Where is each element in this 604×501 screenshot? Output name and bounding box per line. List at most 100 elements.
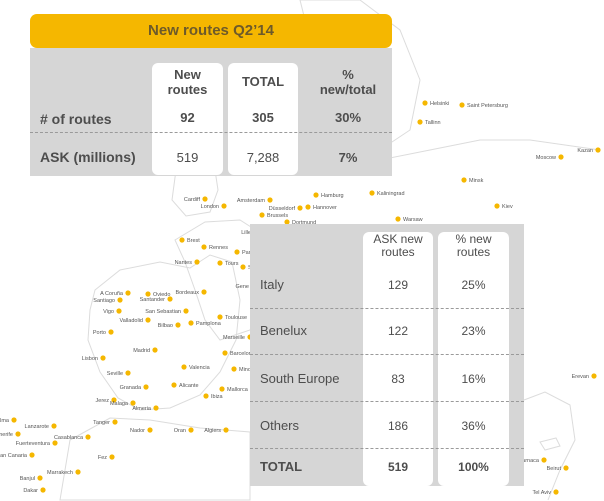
city-marker (231, 366, 237, 372)
city-label: Rennes (209, 245, 228, 251)
city-label: Granada (120, 385, 142, 391)
new-routes-header-line1: New (174, 67, 201, 82)
city-marker (305, 204, 311, 210)
city-marker (175, 322, 181, 328)
city-label: Santiago (93, 298, 115, 304)
city-label: Tallinn (425, 120, 441, 126)
city-marker (422, 100, 428, 106)
city-marker (145, 317, 151, 323)
city-label: Fez (98, 455, 107, 461)
city-label: Vigo (103, 309, 114, 315)
city-marker (188, 427, 194, 433)
ask-millions-label: ASK (millions) (40, 149, 136, 165)
city-marker (313, 192, 319, 198)
pct-header-line1: % (342, 67, 354, 82)
city-marker (259, 212, 265, 218)
city-marker (116, 308, 122, 314)
city-marker (153, 405, 159, 411)
city-marker (130, 400, 136, 406)
city-label: Jerez (96, 398, 110, 404)
new-routes-summary-panel: New routes Q2’14 New routes TOTAL % new/… (30, 14, 392, 176)
city-marker (217, 260, 223, 266)
city-marker (147, 427, 153, 433)
ask-header-line1: ASK new (373, 232, 423, 246)
routes-total-value: 305 (252, 110, 274, 125)
city-label: A Coruña (100, 291, 124, 297)
region-label: Others (260, 418, 300, 433)
city-marker (461, 177, 467, 183)
city-marker (219, 386, 225, 392)
city-marker (183, 308, 189, 314)
city-marker (171, 382, 177, 388)
city-marker (202, 196, 208, 202)
city-marker (595, 147, 601, 153)
city-label: Barcelona (230, 351, 256, 357)
city-label: Lille (241, 230, 251, 236)
city-marker (267, 197, 273, 203)
city-marker (188, 320, 194, 326)
city-marker (112, 419, 118, 425)
city-label: Brest (187, 238, 200, 244)
city-marker (108, 329, 114, 335)
city-marker (167, 296, 173, 302)
city-label: Marseille (223, 335, 245, 341)
city-marker (284, 219, 290, 225)
city-marker (52, 440, 58, 446)
city-label: Algiers (204, 428, 221, 434)
city-marker (75, 469, 81, 475)
city-label: Gene (236, 284, 249, 290)
city-label: Santander (140, 297, 166, 303)
row-divider (250, 354, 524, 355)
city-label: Amsterdam (237, 198, 266, 204)
city-label: Tenerife (0, 432, 13, 438)
ask-new-routes-column (363, 232, 433, 486)
city-marker (234, 249, 240, 255)
ask-pct-value: 7% (338, 150, 358, 165)
city-label: Gran Canaria (0, 453, 28, 459)
city-label: Helsinki (430, 101, 449, 107)
city-label: Tours (225, 261, 239, 267)
routes-pct-value: 30% (334, 110, 362, 125)
city-label: La Palma (0, 418, 10, 424)
city-marker (179, 237, 185, 243)
region-label: Benelux (260, 323, 307, 338)
row-divider (250, 448, 524, 449)
pct-new-total-header: % new/total (308, 67, 388, 97)
city-label: Moscow (536, 155, 556, 161)
city-marker (194, 259, 200, 265)
city-label: Beirut (547, 466, 562, 472)
city-label: Minorca (239, 367, 260, 373)
city-label: Oviedo (153, 292, 170, 298)
summary-row-divider (30, 132, 392, 133)
city-label: Erevan (572, 374, 589, 380)
city-label: Mallorca (227, 387, 249, 393)
city-label: Porto (93, 330, 106, 336)
city-marker (297, 205, 303, 211)
city-label: Almeria (132, 406, 152, 412)
city-marker (203, 393, 209, 399)
city-label: Minsk (469, 178, 484, 184)
routes-new-value: 92 (180, 110, 195, 125)
city-marker (553, 489, 559, 495)
city-marker (459, 102, 465, 108)
city-label: Lanzarote (25, 424, 49, 430)
city-marker (222, 350, 228, 356)
new-routes-column (152, 63, 223, 175)
city-label: Nantes (175, 260, 193, 266)
city-marker (201, 289, 207, 295)
pct-header-line2: routes (456, 245, 491, 259)
summary-title: New routes Q2’14 (30, 14, 392, 48)
city-marker (15, 431, 21, 437)
ask-new-value: 519 (176, 150, 199, 165)
city-label: Tel Aviv (532, 490, 551, 496)
city-label: Toulouse (225, 315, 247, 321)
city-label: Lisbon (82, 356, 98, 362)
city-label: Tanger (93, 420, 110, 426)
city-label: Dortmund (292, 220, 316, 226)
city-label: Cardiff (184, 197, 201, 203)
ask-breakdown-panel: ASK new routes % new routes Italy 129 25… (250, 224, 524, 486)
row-divider (250, 401, 524, 402)
ask-total-value: 7,288 (246, 150, 280, 165)
city-label: Bordeaux (175, 290, 199, 296)
city-marker (109, 454, 115, 460)
